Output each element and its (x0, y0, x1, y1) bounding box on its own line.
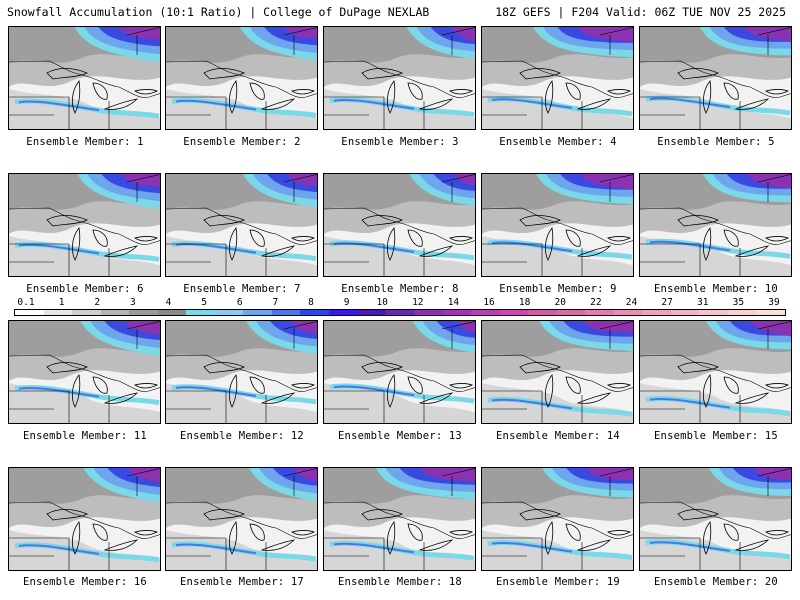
ensemble-map-panel (323, 467, 476, 571)
ensemble-map-panel (639, 26, 792, 130)
ensemble-member-label: Ensemble Member: 5 (657, 136, 775, 148)
ensemble-member-label: Ensemble Member: 7 (183, 283, 301, 295)
ensemble-map-panel (481, 173, 634, 277)
legend-swatch (357, 310, 386, 315)
legend-label: 20 (554, 297, 567, 308)
ensemble-member-label: Ensemble Member: 11 (23, 430, 147, 442)
legend-label: 18 (518, 297, 531, 308)
legend-label: 22 (590, 297, 602, 308)
legend-label: 31 (697, 297, 709, 308)
ensemble-map-panel (639, 320, 792, 424)
run-info: 18Z GEFS | F204 Valid: 06Z TUE NOV 25 20… (495, 5, 786, 19)
ensemble-member-label: Ensemble Member: 4 (499, 136, 617, 148)
legend-label: 2 (94, 297, 101, 308)
ensemble-member-label: Ensemble Member: 10 (654, 283, 778, 295)
header: Snowfall Accumulation (10:1 Ratio) | Col… (0, 0, 800, 24)
legend-label: 16 (483, 297, 495, 308)
legend-swatch (699, 310, 728, 315)
ensemble-member-label: Ensemble Member: 19 (496, 576, 620, 588)
legend-swatch (243, 310, 272, 315)
ensemble-map-panel (8, 26, 161, 130)
ensemble-member-label: Ensemble Member: 12 (180, 430, 304, 442)
ensemble-member-label: Ensemble Member: 8 (341, 283, 459, 295)
ensemble-map-panel (8, 467, 161, 571)
ensemble-member-label: Ensemble Member: 15 (654, 430, 778, 442)
ensemble-map-panel (639, 467, 792, 571)
ensemble-member-label: Ensemble Member: 1 (26, 136, 144, 148)
legend-swatch (556, 310, 586, 315)
legend-label: 14 (447, 297, 460, 308)
legend-label: 9 (343, 297, 350, 308)
legend-label: 4 (165, 297, 172, 308)
legend-bar (14, 309, 786, 316)
ensemble-map-panel (165, 467, 318, 571)
legend-swatch (157, 310, 187, 315)
page-title: Snowfall Accumulation (10:1 Ratio) | Col… (7, 5, 430, 19)
legend-swatch (385, 310, 415, 315)
ensemble-map-panel (165, 320, 318, 424)
ensemble-map-panel (481, 467, 634, 571)
legend-label: 39 (768, 297, 780, 308)
legend-label: 27 (661, 297, 673, 308)
legend-swatch (186, 310, 215, 315)
legend-swatch (670, 310, 700, 315)
legend-swatch (414, 310, 443, 315)
ensemble-map-panel (8, 320, 161, 424)
color-legend: 0.1 1 2 3 4 5 6 7 8 9 10 12 14 16 18 20 22 24 27 31 35 39 (14, 297, 786, 318)
legend-label: 12 (412, 297, 424, 308)
legend-label: 35 (732, 297, 745, 308)
ensemble-member-label: Ensemble Member: 18 (338, 576, 462, 588)
legend-label: 24 (625, 297, 638, 308)
ensemble-member-label: Ensemble Member: 6 (26, 283, 144, 295)
legend-labels: 0.1 1 2 3 4 5 6 7 8 9 10 12 14 16 18 20 22 24 27 31 35 39 (14, 297, 786, 308)
legend-swatch (15, 310, 44, 315)
legend-swatch (100, 310, 130, 315)
legend-label: 5 (201, 297, 207, 308)
legend-label: 0.1 (17, 297, 35, 308)
legend-swatch (613, 310, 643, 315)
ensemble-member-label: Ensemble Member: 3 (341, 136, 459, 148)
legend-swatch (585, 310, 614, 315)
ensemble-member-label: Ensemble Member: 14 (496, 430, 620, 442)
ensemble-map-panel (481, 26, 634, 130)
ensemble-map-panel (481, 320, 634, 424)
legend-swatch (300, 310, 329, 315)
legend-swatch (756, 310, 785, 315)
legend-swatch (727, 310, 757, 315)
legend-swatch (214, 310, 244, 315)
legend-label: 3 (129, 297, 136, 308)
ensemble-map-panel (639, 173, 792, 277)
legend-label: 8 (308, 297, 314, 308)
ensemble-map-panel (323, 320, 476, 424)
legend-swatch (442, 310, 472, 315)
legend-swatch (72, 310, 101, 315)
ensemble-map-panel (8, 173, 161, 277)
legend-swatch (642, 310, 671, 315)
ensemble-member-label: Ensemble Member: 9 (499, 283, 617, 295)
legend-swatch (43, 310, 73, 315)
ensemble-member-label: Ensemble Member: 20 (654, 576, 778, 588)
legend-swatch (499, 310, 529, 315)
ensemble-map-panel (165, 26, 318, 130)
legend-swatch (528, 310, 557, 315)
legend-swatch (271, 310, 301, 315)
ensemble-member-label: Ensemble Member: 2 (183, 136, 301, 148)
legend-swatch (328, 310, 358, 315)
ensemble-member-label: Ensemble Member: 16 (23, 576, 147, 588)
legend-swatch (471, 310, 500, 315)
ensemble-member-label: Ensemble Member: 13 (338, 430, 462, 442)
legend-label: 7 (272, 297, 279, 308)
ensemble-map-panel (323, 173, 476, 277)
legend-label: 10 (376, 297, 388, 308)
legend-label: 1 (58, 297, 65, 308)
legend-label: 6 (236, 297, 243, 308)
ensemble-map-panel (165, 173, 318, 277)
legend-swatch (129, 310, 158, 315)
ensemble-member-label: Ensemble Member: 17 (180, 576, 304, 588)
ensemble-map-panel (323, 26, 476, 130)
